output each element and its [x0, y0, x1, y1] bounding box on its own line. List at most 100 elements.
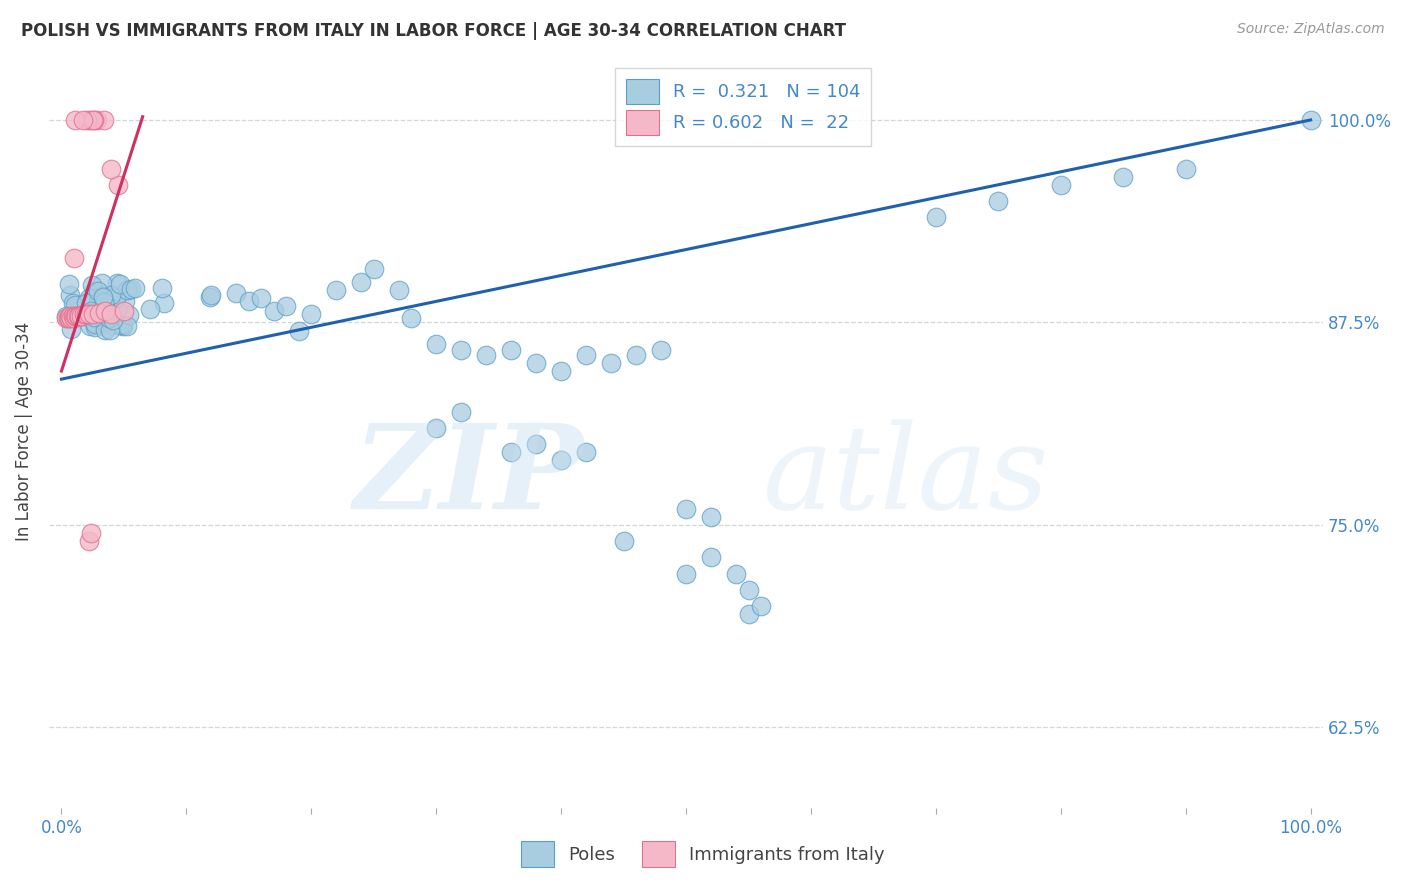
Point — [263, 304, 285, 318]
Point — [58, 310, 80, 325]
Point — [138, 301, 160, 316]
Point — [94, 295, 117, 310]
Point — [100, 288, 122, 302]
Legend: Poles, Immigrants from Italy: Poles, Immigrants from Italy — [512, 832, 894, 876]
Point — [90, 317, 112, 331]
Point — [56, 310, 79, 325]
Point — [93, 112, 115, 127]
Point — [105, 303, 128, 318]
Point — [83, 284, 105, 298]
Point — [737, 607, 759, 621]
Point — [87, 295, 110, 310]
Point — [94, 315, 117, 329]
Text: ZIP: ZIP — [354, 419, 583, 534]
Point — [101, 312, 124, 326]
Point — [55, 310, 77, 325]
Point — [1049, 178, 1071, 192]
Point — [91, 289, 114, 303]
Point — [117, 283, 139, 297]
Point — [93, 295, 115, 310]
Point — [1112, 169, 1135, 184]
Point — [524, 437, 547, 451]
Point — [77, 307, 100, 321]
Point — [700, 550, 723, 565]
Point — [524, 356, 547, 370]
Point — [62, 296, 84, 310]
Point — [83, 112, 105, 127]
Point — [72, 112, 94, 127]
Point — [114, 294, 136, 309]
Point — [77, 291, 100, 305]
Point — [104, 290, 127, 304]
Point — [75, 295, 97, 310]
Point — [399, 310, 422, 325]
Point — [388, 283, 411, 297]
Point — [91, 290, 114, 304]
Point — [737, 582, 759, 597]
Point — [108, 277, 131, 292]
Point — [62, 309, 84, 323]
Point — [55, 310, 77, 324]
Point — [98, 323, 121, 337]
Point — [1174, 161, 1197, 176]
Point — [83, 310, 105, 325]
Point — [91, 276, 114, 290]
Point — [63, 310, 86, 325]
Point — [450, 343, 472, 357]
Point — [80, 304, 103, 318]
Point — [66, 309, 89, 323]
Point — [111, 318, 134, 332]
Point — [86, 112, 108, 127]
Point — [105, 276, 128, 290]
Point — [325, 283, 347, 297]
Point — [76, 112, 98, 127]
Point — [96, 310, 118, 325]
Point — [363, 262, 385, 277]
Point — [550, 453, 572, 467]
Point — [82, 112, 104, 127]
Point — [150, 281, 173, 295]
Legend: R =  0.321   N = 104, R = 0.602   N =  22: R = 0.321 N = 104, R = 0.602 N = 22 — [616, 68, 872, 146]
Point — [63, 112, 86, 127]
Point — [200, 288, 222, 302]
Point — [575, 445, 598, 459]
Point — [73, 307, 96, 321]
Point — [63, 298, 86, 312]
Point — [90, 316, 112, 330]
Point — [425, 336, 447, 351]
Point — [299, 307, 322, 321]
Text: Source: ZipAtlas.com: Source: ZipAtlas.com — [1237, 22, 1385, 37]
Point — [1299, 112, 1322, 127]
Point — [115, 318, 138, 333]
Point — [925, 210, 948, 224]
Point — [97, 311, 120, 326]
Point — [100, 307, 122, 321]
Point — [575, 348, 598, 362]
Point — [70, 309, 93, 323]
Point — [83, 317, 105, 331]
Point — [624, 348, 647, 362]
Point — [60, 310, 83, 325]
Point — [501, 343, 523, 357]
Point — [112, 318, 135, 333]
Point — [250, 291, 273, 305]
Point — [118, 308, 141, 322]
Point — [124, 281, 146, 295]
Point — [501, 445, 523, 459]
Text: atlas: atlas — [762, 419, 1049, 534]
Point — [58, 277, 80, 291]
Point — [59, 321, 82, 335]
Point — [84, 320, 107, 334]
Point — [65, 309, 87, 323]
Point — [550, 364, 572, 378]
Point — [79, 112, 101, 127]
Point — [93, 292, 115, 306]
Point — [700, 509, 723, 524]
Point — [198, 289, 221, 303]
Point — [675, 501, 697, 516]
Point — [82, 314, 104, 328]
Point — [120, 282, 142, 296]
Point — [238, 294, 260, 309]
Point — [75, 307, 97, 321]
Point — [108, 318, 131, 332]
